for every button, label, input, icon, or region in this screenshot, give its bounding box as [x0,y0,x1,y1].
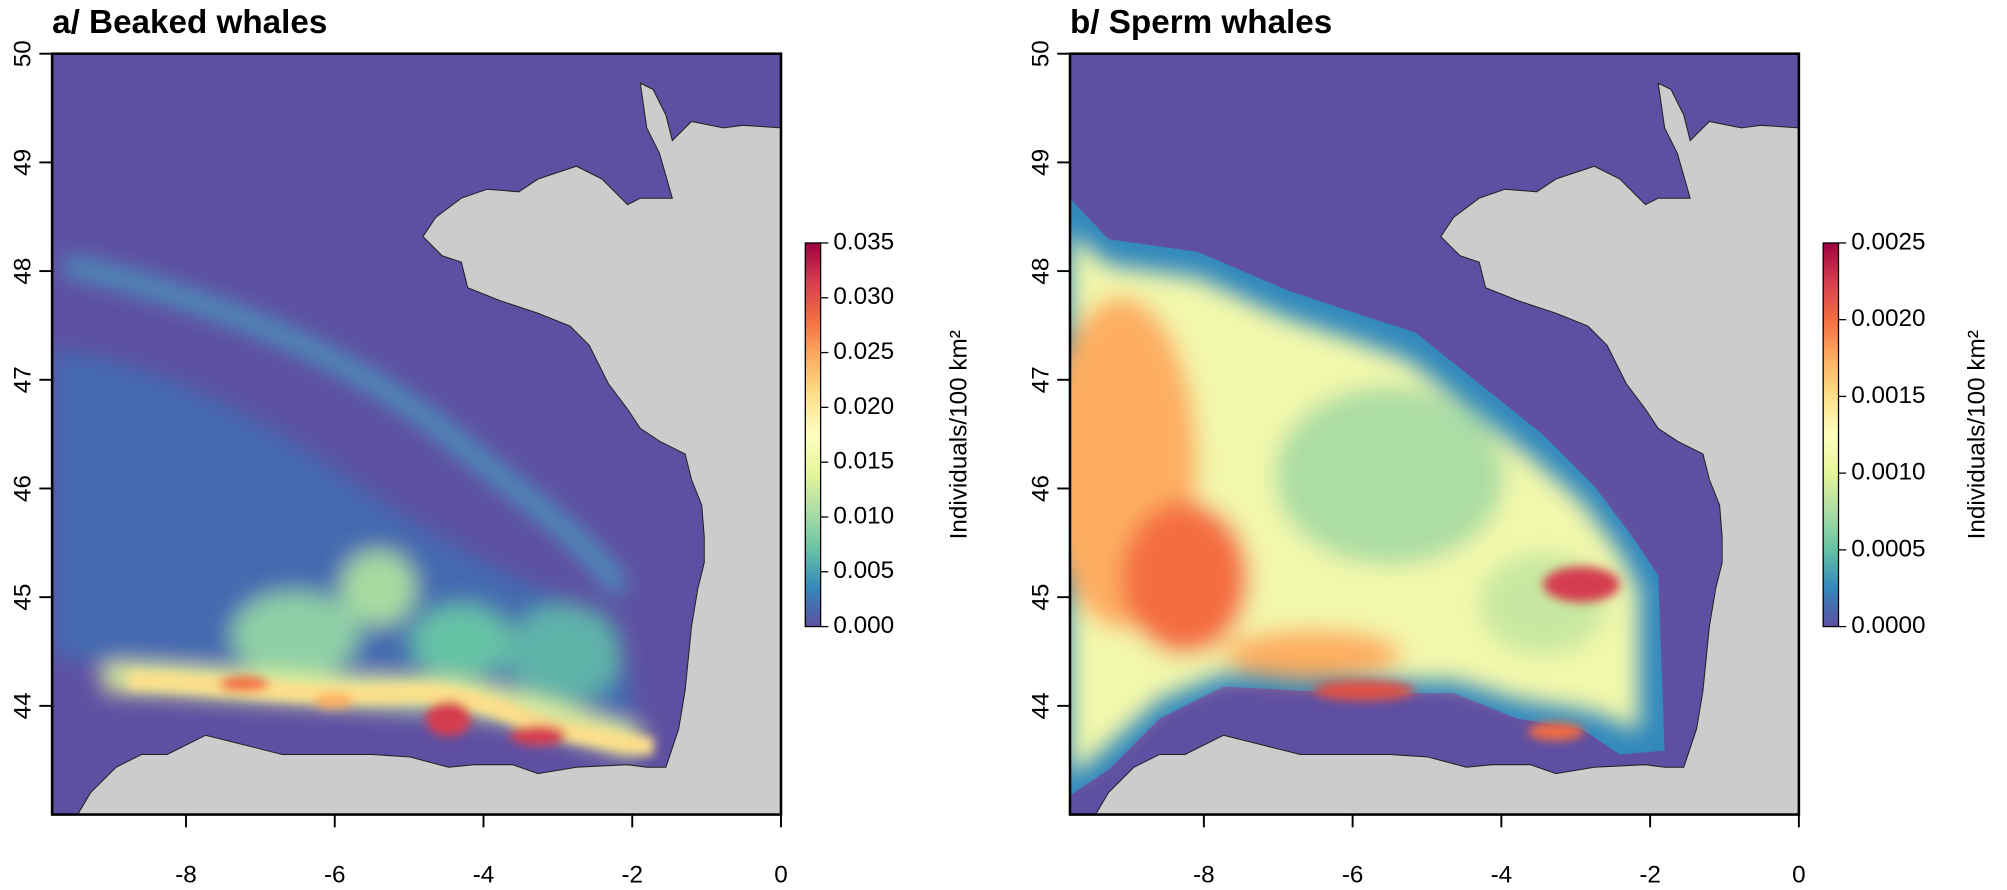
x-tick-label: -2 [1639,861,1661,888]
colorbar-tick-label: 0.0025 [1851,228,1925,255]
colorbar-tick-label: 0.010 [833,502,894,529]
colorbar-tick-label: 0.005 [833,557,894,584]
colorbar-tick-label: 0.030 [833,283,894,310]
map-a [52,53,781,815]
colorbar-label: Individuals/100 km² [945,330,972,539]
colorbar-tick-label: 0.015 [833,448,894,475]
colorbar-tick-label: 0.0005 [1851,535,1925,562]
y-tick-label: 46 [1027,475,1054,502]
y-tick-label: 50 [9,40,36,67]
y-tick-label: 49 [1027,149,1054,176]
colorbar-tick-label: 0.000 [833,612,894,639]
colorbar [804,242,822,628]
colorbar-tick-label: 0.0020 [1851,305,1925,332]
y-tick-label: 48 [9,258,36,285]
map-b [1069,53,1799,815]
x-tick-label: -4 [1491,861,1513,888]
colorbar-tick-label: 0.025 [833,338,894,365]
panel-title: b/ Sperm whales [1070,4,1332,41]
y-tick-label: 50 [1027,40,1054,67]
x-tick-label: -2 [621,861,643,888]
y-tick-label: 45 [1027,584,1054,611]
colorbar-tick-label: 0.0000 [1851,612,1925,639]
colorbar-tick-label: 0.0010 [1851,459,1925,486]
colorbar-label: Individuals/100 km² [1963,330,1990,539]
x-tick-label: -8 [1193,861,1215,888]
y-tick-label: 47 [9,366,36,393]
y-tick-label: 44 [1027,692,1054,719]
y-tick-label: 48 [1027,258,1054,285]
x-tick-label: -4 [473,861,495,888]
colorbar-tick-label: 0.035 [833,228,894,255]
y-tick-label: 47 [1027,366,1054,393]
colorbar-tick-label: 0.020 [833,393,894,420]
x-tick-label: -8 [175,861,197,888]
plot-frame [1068,52,1801,816]
colorbar [1822,242,1840,628]
panel-title: a/ Beaked whales [52,4,327,41]
y-tick-label: 44 [9,692,36,719]
y-tick-label: 45 [9,584,36,611]
x-tick-label: 0 [1792,861,1806,888]
colorbar-tick-label: 0.0015 [1851,382,1925,409]
density-b [1069,232,1640,777]
y-tick-label: 46 [9,475,36,502]
y-tick-label: 49 [9,149,36,176]
x-tick-label: -6 [324,861,346,888]
x-tick-label: 0 [774,861,788,888]
x-tick-label: -6 [1342,861,1364,888]
plot-frame [50,52,783,816]
